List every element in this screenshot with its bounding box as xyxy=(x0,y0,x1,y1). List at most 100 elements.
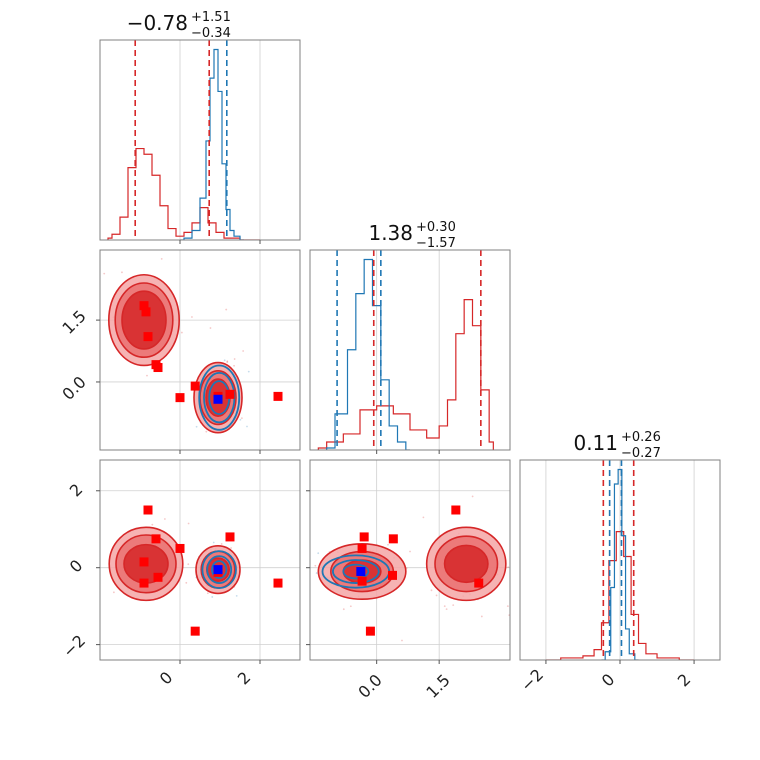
panel-plot-area xyxy=(545,460,695,660)
panel-joint-param-1-param-3 xyxy=(96,459,301,664)
red-square-marker-4 xyxy=(153,363,163,373)
red-square-marker-6 xyxy=(474,578,484,588)
contour-blue-2-level-1 xyxy=(332,559,380,584)
blue-square-marker-0 xyxy=(356,567,366,577)
sample-dot xyxy=(239,418,242,421)
sample-dot xyxy=(226,360,229,363)
red-square-marker-9 xyxy=(190,626,200,636)
red-square-marker-3 xyxy=(225,532,235,542)
panel-marginal-param-1 xyxy=(99,39,301,244)
title-3-value: 0.11 xyxy=(573,431,618,455)
title-3-lower: −0.27 xyxy=(621,446,661,461)
sample-dot xyxy=(314,564,317,567)
sample-dot xyxy=(180,331,183,334)
sample-dot xyxy=(223,359,226,362)
contour-blue-2-level-0 xyxy=(198,364,241,431)
histogram-series-0 xyxy=(317,299,494,450)
sample-dot xyxy=(240,417,243,420)
sample-dot xyxy=(506,605,509,608)
red-square-marker-1 xyxy=(357,543,367,553)
sample-dot xyxy=(507,566,510,569)
sample-dot xyxy=(220,543,223,545)
sample-dot xyxy=(233,358,236,360)
panel-frame xyxy=(309,249,511,451)
red-square-marker-1 xyxy=(141,307,151,317)
sample-dot xyxy=(315,572,318,574)
sample-dot xyxy=(163,518,166,520)
red-square-marker-4 xyxy=(139,557,149,567)
panels-layer xyxy=(96,39,721,664)
sample-dot xyxy=(112,591,115,594)
sample-dot xyxy=(205,430,208,433)
panel-plot-area xyxy=(317,250,494,450)
panel-joint-param-2-param-3 xyxy=(306,459,511,664)
red-square-marker-5 xyxy=(153,572,163,582)
sample-dot xyxy=(187,522,190,525)
panel-marginal-param-3 xyxy=(519,459,721,664)
title-1-upper: +1.51 xyxy=(191,10,231,25)
sample-dot xyxy=(422,516,425,519)
panel-plot-area xyxy=(107,40,260,240)
sample-dot xyxy=(445,608,448,610)
blue-square-marker-0 xyxy=(213,394,223,404)
title-2-value: 1.38 xyxy=(368,221,413,245)
title-1-lower: −0.34 xyxy=(191,26,231,41)
sample-dot xyxy=(480,615,483,618)
sample-dot xyxy=(212,541,215,544)
histogram-series-0 xyxy=(107,147,260,240)
panel-frame xyxy=(99,39,301,241)
panel-joint-param-1-param-2 xyxy=(96,249,301,454)
sample-dot xyxy=(247,370,250,373)
red-square-marker-8 xyxy=(225,389,235,399)
contour-blue-2-level-2 xyxy=(342,563,370,580)
red-square-marker-6 xyxy=(139,578,149,588)
sample-dot xyxy=(443,605,446,608)
sample-dot xyxy=(401,639,403,642)
histogram-series-0 xyxy=(545,531,695,660)
histogram-series-1 xyxy=(180,48,244,240)
red-square-marker-2 xyxy=(143,332,153,342)
title-1-value: −0.78 xyxy=(127,11,188,35)
sample-dot xyxy=(317,552,320,555)
sample-dot xyxy=(146,374,148,377)
sample-dot xyxy=(185,581,188,584)
sample-dot xyxy=(121,271,123,274)
sample-dot xyxy=(246,425,248,428)
sample-dot xyxy=(435,594,438,597)
panel-marginal-param-2 xyxy=(309,249,511,454)
red-square-marker-6 xyxy=(190,381,200,391)
sample-dot xyxy=(230,547,232,549)
contour-red-0-level-2 xyxy=(121,290,167,350)
red-square-marker-3 xyxy=(451,505,461,515)
red-square-marker-0 xyxy=(143,505,153,515)
sample-dot xyxy=(349,605,352,608)
red-square-marker-2 xyxy=(388,534,398,544)
sample-dot xyxy=(409,550,411,553)
red-square-marker-0 xyxy=(139,301,149,311)
red-square-marker-7 xyxy=(365,626,375,636)
panel-plot-area xyxy=(103,257,283,434)
sample-dot xyxy=(187,563,190,566)
red-square-marker-8 xyxy=(273,578,283,588)
title-3-upper: +0.26 xyxy=(621,430,661,445)
red-square-marker-5 xyxy=(175,393,185,403)
panel-frame xyxy=(99,249,301,451)
sample-dot xyxy=(195,425,198,428)
sample-dot xyxy=(452,604,455,607)
sample-dot xyxy=(471,495,474,498)
panel-frame xyxy=(99,459,301,661)
sample-dot xyxy=(387,543,389,546)
sample-dot xyxy=(225,308,228,311)
red-square-marker-1 xyxy=(151,534,161,544)
contour-red-0-level-2 xyxy=(443,544,489,584)
title-2-lower: −1.57 xyxy=(416,236,456,251)
sample-dot xyxy=(191,316,193,318)
panel-plot-area xyxy=(314,495,510,642)
sample-dot xyxy=(211,596,214,598)
red-square-marker-2 xyxy=(175,543,185,553)
contour-blue-2-level-1 xyxy=(206,555,233,584)
blue-square-marker-0 xyxy=(213,565,223,575)
contour-blue-2-level-0 xyxy=(201,550,237,589)
red-square-marker-5 xyxy=(388,570,397,580)
